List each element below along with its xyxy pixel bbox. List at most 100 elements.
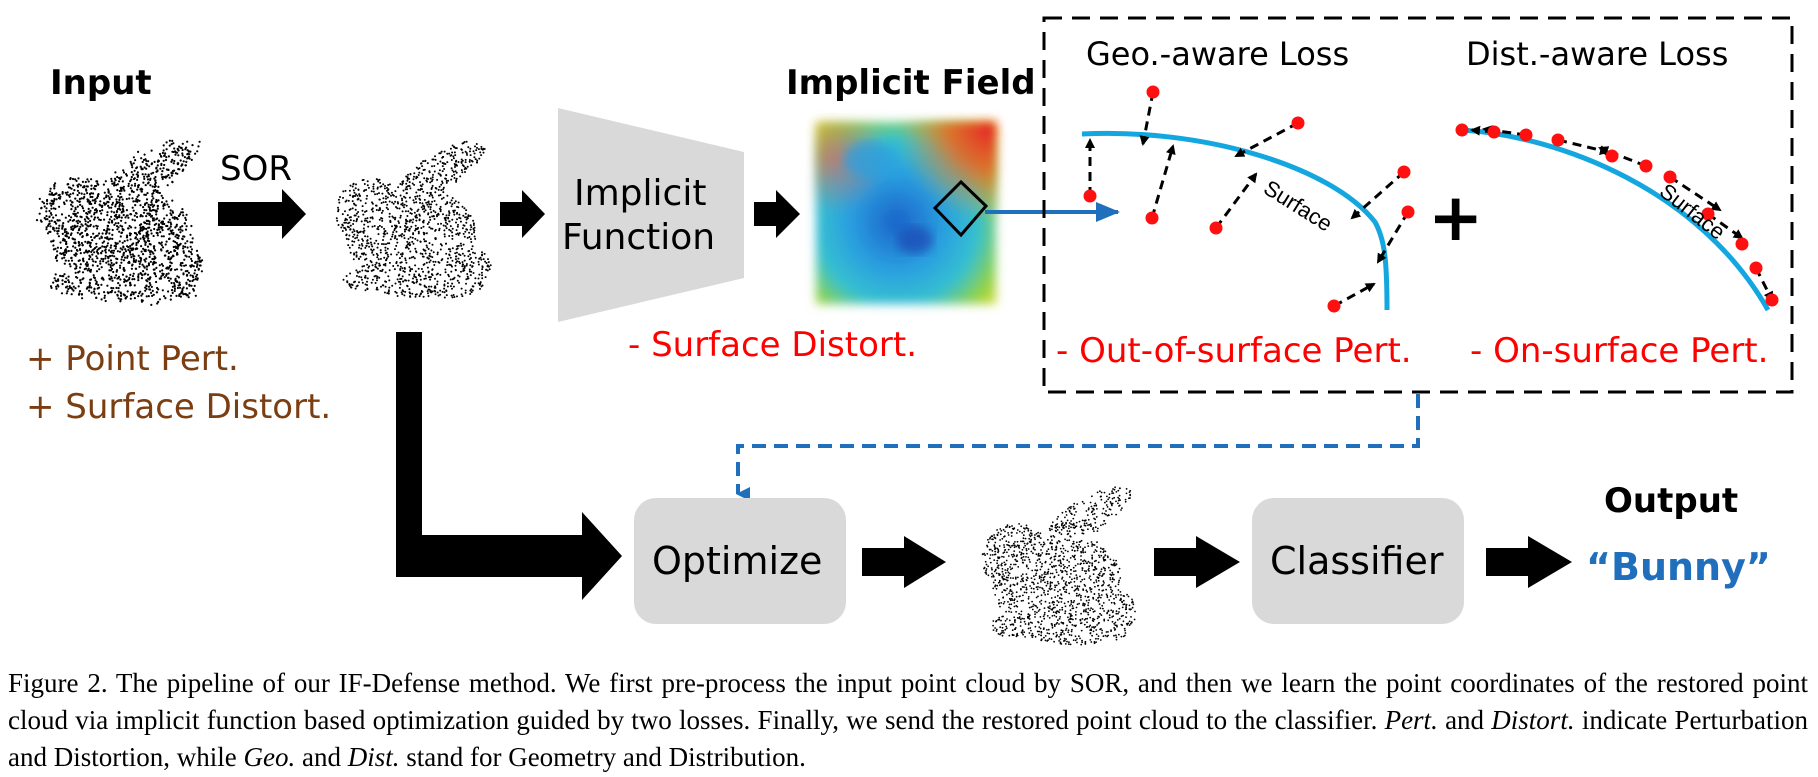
point-cloud-point [1055, 569, 1057, 571]
point-cloud-point [454, 264, 457, 267]
point-cloud-point [170, 143, 173, 146]
point-cloud-point [1100, 554, 1103, 557]
point-cloud-point [383, 187, 386, 190]
point-cloud-point [125, 174, 128, 177]
point-cloud-point [1023, 620, 1026, 623]
point-cloud-point [176, 253, 179, 256]
point-cloud-point [1090, 541, 1093, 543]
point-cloud-point [349, 272, 352, 275]
point-cloud-point [169, 250, 172, 254]
point-cloud-point [398, 257, 401, 260]
point-cloud-point [73, 210, 76, 213]
point-cloud-point [1122, 614, 1124, 617]
point-cloud-point [1094, 521, 1097, 524]
point-cloud-point [418, 295, 421, 298]
point-cloud-point [409, 268, 412, 270]
point-cloud-point [368, 265, 371, 268]
point-cloud-point [1034, 548, 1036, 551]
point-cloud-point [1095, 559, 1097, 562]
point-cloud-point [1096, 617, 1099, 620]
point-cloud-point [1090, 591, 1093, 593]
point-cloud-point [104, 299, 107, 303]
point-cloud-point [472, 285, 475, 288]
point-cloud-point [460, 293, 463, 296]
point-cloud-point [149, 184, 152, 187]
point-cloud-point [1064, 569, 1067, 572]
point-cloud-point [155, 213, 158, 216]
point-cloud-point [79, 281, 82, 284]
point-cloud-point [396, 207, 399, 210]
point-cloud-point [1097, 615, 1100, 618]
point-cloud-point [1063, 586, 1066, 588]
point-cloud-point [58, 205, 61, 208]
point-cloud-point [1082, 549, 1084, 551]
point-cloud-point [1016, 544, 1019, 547]
point-cloud-point [1077, 547, 1079, 550]
point-cloud-point [391, 235, 394, 238]
point-cloud-point [443, 280, 446, 283]
point-cloud-point [160, 248, 163, 251]
point-cloud-point [1028, 534, 1031, 536]
point-cloud-point [1098, 621, 1100, 624]
point-cloud-point [1028, 614, 1031, 617]
point-cloud-point [993, 545, 996, 548]
point-cloud-point [1099, 612, 1101, 615]
point-cloud-point [149, 260, 152, 263]
point-cloud-point [156, 204, 159, 207]
point-cloud-point [351, 207, 354, 210]
point-cloud-point [379, 251, 382, 254]
point-cloud-point [1027, 556, 1030, 559]
point-cloud-point [371, 251, 374, 254]
point-cloud-point [135, 198, 138, 201]
point-cloud-point [163, 217, 166, 220]
point-cloud-point [431, 165, 433, 168]
point-cloud-point [343, 221, 346, 224]
point-cloud-point [109, 269, 112, 272]
point-cloud-point [186, 153, 189, 156]
point-cloud-point [1073, 514, 1076, 516]
point-cloud-point [1076, 576, 1078, 579]
point-cloud-point [479, 151, 482, 154]
point-cloud-point [1012, 577, 1014, 579]
point-cloud-point [401, 183, 404, 186]
point-cloud-point [1013, 605, 1016, 608]
point-cloud-point [1022, 537, 1025, 540]
point-cloud-point [1021, 586, 1024, 588]
point-cloud-point [1002, 556, 1005, 558]
point-cloud-point [93, 216, 97, 219]
point-cloud-point [384, 246, 387, 249]
point-cloud-point [445, 290, 448, 292]
point-cloud-point [390, 253, 393, 256]
point-cloud-point [369, 237, 372, 240]
point-cloud-point [993, 570, 996, 573]
point-cloud-point [81, 244, 84, 247]
point-cloud-point [1043, 611, 1046, 614]
point-cloud-point [151, 203, 154, 206]
point-cloud-point [337, 224, 340, 226]
point-cloud-point [180, 290, 183, 293]
point-cloud-point [427, 213, 430, 216]
point-cloud-point [1047, 606, 1050, 609]
point-cloud-point [150, 162, 154, 165]
point-cloud-point [439, 273, 442, 276]
point-cloud-point [67, 275, 70, 278]
point-cloud-point [75, 248, 78, 252]
point-cloud-point [1030, 538, 1033, 541]
point-cloud-point [470, 226, 473, 229]
point-cloud-point [353, 203, 356, 206]
point-cloud-point [470, 233, 473, 236]
point-cloud-point [173, 287, 176, 290]
point-cloud-point [1057, 559, 1060, 562]
point-cloud-point [1122, 594, 1125, 597]
point-cloud-point [1095, 629, 1098, 631]
point-cloud-point [141, 215, 144, 218]
point-cloud-point [63, 256, 66, 259]
point-cloud-point [102, 258, 105, 261]
point-cloud-point [361, 269, 364, 272]
point-cloud-point [373, 242, 376, 245]
point-cloud-point [1034, 574, 1037, 577]
point-cloud-point [1058, 564, 1061, 567]
point-cloud-point [457, 244, 460, 247]
point-cloud-point [461, 142, 464, 145]
point-cloud-point [158, 219, 161, 222]
